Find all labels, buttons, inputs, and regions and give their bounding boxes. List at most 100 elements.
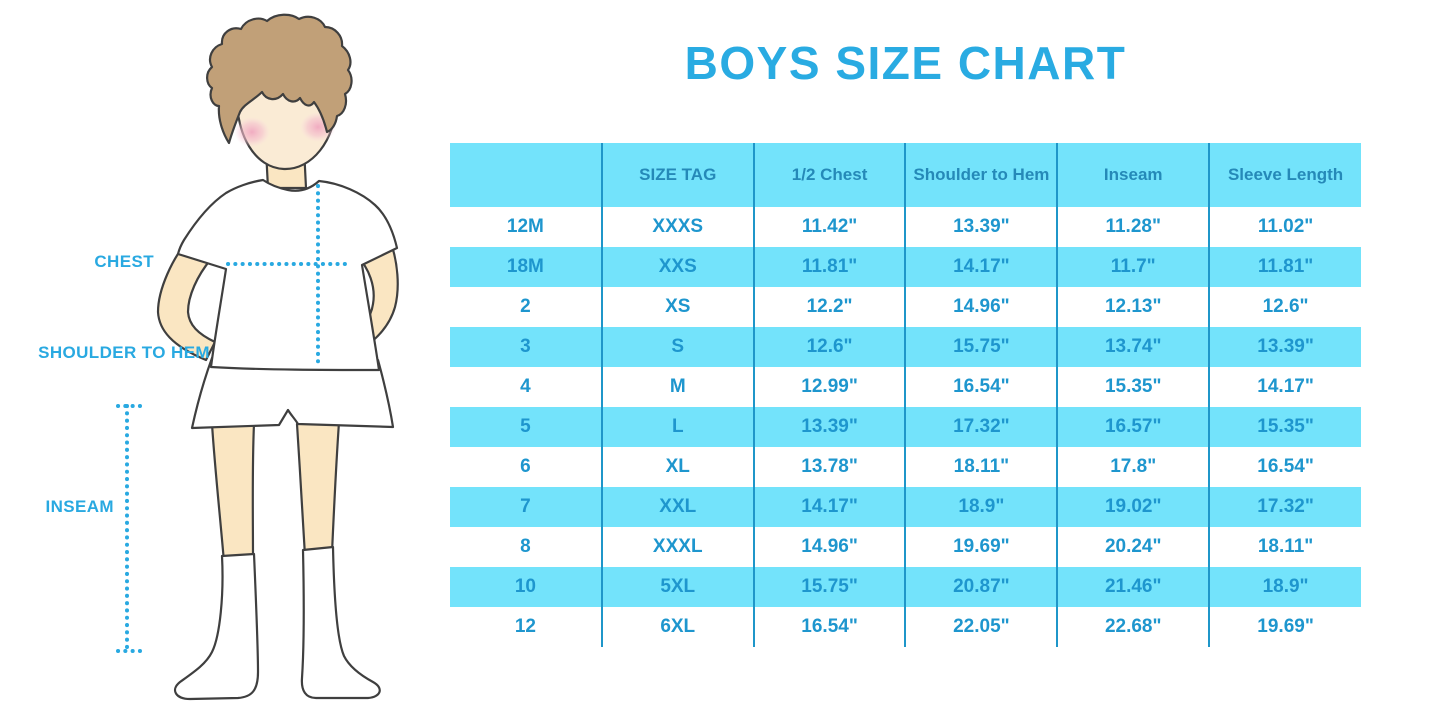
size-cell: 12M	[506, 216, 544, 237]
size-cell: 20.24"	[1056, 527, 1210, 567]
table-row: 2 XS 12.2" 14.96" 12.13" 12.6"	[450, 287, 1361, 327]
header-cell-blank	[450, 143, 602, 207]
size-cell: 18M	[506, 256, 544, 277]
size-cell: 17.32"	[1208, 487, 1361, 527]
size-cell: 12.99"	[752, 367, 906, 407]
size-cell: 15.75"	[752, 567, 906, 607]
size-cell: 14.96"	[752, 527, 906, 567]
size-cell: XL	[600, 447, 754, 487]
size-cell: 16.54"	[1208, 447, 1361, 487]
shorts	[190, 356, 395, 430]
size-cell: 11.42"	[752, 207, 906, 247]
size-cell: 19.69"	[904, 527, 1058, 567]
size-cell: XXL	[600, 487, 754, 527]
size-cell: 13.78"	[752, 447, 906, 487]
table-row: 8 XXXL 14.96" 19.69" 20.24" 18.11"	[450, 527, 1361, 567]
right-sock	[300, 545, 381, 700]
size-cell: 12.6"	[752, 327, 906, 367]
size-cell: 15.75"	[904, 327, 1058, 367]
table-row: 12 6XL 16.54" 22.05" 22.68" 19.69"	[450, 607, 1361, 647]
header-cell-inseam: Inseam	[1056, 143, 1210, 207]
size-cell: 21.46"	[1056, 567, 1210, 607]
size-cell: 16.54"	[904, 367, 1058, 407]
left-sock	[173, 552, 260, 701]
size-cell: 11.7"	[1056, 247, 1210, 287]
size-cell: XXS	[600, 247, 754, 287]
size-cell: XXXS	[600, 207, 754, 247]
size-cell: 18.9"	[1208, 567, 1361, 607]
size-cell: 8	[520, 536, 531, 557]
table-row: 7 XXL 14.17" 18.9" 19.02" 17.32"	[450, 487, 1361, 527]
size-cell: 14.17"	[904, 247, 1058, 287]
size-cell: 15.35"	[1208, 407, 1361, 447]
table-header-row: SIZE TAG 1/2 Chest Shoulder to Hem Insea…	[450, 143, 1361, 207]
size-cell: 5	[520, 416, 531, 437]
size-cell: 19.69"	[1208, 607, 1361, 647]
size-cell: 17.8"	[1056, 447, 1210, 487]
size-cell: 13.39"	[904, 207, 1058, 247]
header-cell-sleeve-length: Sleeve Length	[1208, 143, 1361, 207]
size-cell: 11.28"	[1056, 207, 1210, 247]
size-cell: 15.35"	[1056, 367, 1210, 407]
size-cell: 16.57"	[1056, 407, 1210, 447]
size-cell: 11.81"	[752, 247, 906, 287]
size-cell: 11.02"	[1208, 207, 1361, 247]
size-cell: 20.87"	[904, 567, 1058, 607]
table-row: 6 XL 13.78" 18.11" 17.8" 16.54"	[450, 447, 1361, 487]
page-title: BOYS SIZE CHART	[684, 37, 1127, 89]
t-shirt	[176, 178, 399, 372]
size-cell: 6	[520, 456, 531, 477]
size-cell: 16.54"	[752, 607, 906, 647]
size-cell: 22.05"	[904, 607, 1058, 647]
size-cell: 13.74"	[1056, 327, 1210, 367]
size-cell: 22.68"	[1056, 607, 1210, 647]
size-cell: 4	[520, 376, 531, 397]
size-cell: 19.02"	[1056, 487, 1210, 527]
size-cell: 5XL	[600, 567, 754, 607]
table-row: 5 L 13.39" 17.32" 16.57" 15.35"	[450, 407, 1361, 447]
hair	[206, 13, 353, 145]
size-cell: 13.39"	[1208, 327, 1361, 367]
left-leg	[210, 422, 256, 564]
size-cell: 12	[514, 616, 536, 637]
right-leg	[295, 420, 341, 558]
size-cell: 2	[520, 296, 531, 317]
size-cell: 18.9"	[904, 487, 1058, 527]
size-cell: S	[600, 327, 754, 367]
size-cell: 14.96"	[904, 287, 1058, 327]
size-cell: 14.17"	[1208, 367, 1361, 407]
table-row: 10 5XL 15.75" 20.87" 21.46" 18.9"	[450, 567, 1361, 607]
size-cell: 3	[520, 336, 531, 357]
size-cell: 12.13"	[1056, 287, 1210, 327]
size-cell: 12.2"	[752, 287, 906, 327]
size-cell: XXXL	[600, 527, 754, 567]
size-cell: 18.11"	[904, 447, 1058, 487]
header-cell-half-chest: 1/2 Chest	[752, 143, 906, 207]
size-cell: 14.17"	[752, 487, 906, 527]
size-cell: XS	[600, 287, 754, 327]
size-cell: L	[600, 407, 754, 447]
table-row: 18M XXS 11.81" 14.17" 11.7" 11.81"	[450, 247, 1361, 287]
size-cell: M	[600, 367, 754, 407]
size-table: SIZE TAG 1/2 Chest Shoulder to Hem Insea…	[450, 143, 1361, 647]
table-row: 4 M 12.99" 16.54" 15.35" 14.17"	[450, 367, 1361, 407]
left-cheek-blush	[234, 117, 270, 147]
size-cell: 12.6"	[1208, 287, 1361, 327]
size-cell: 6XL	[600, 607, 754, 647]
size-cell: 13.39"	[752, 407, 906, 447]
left-arm	[156, 236, 217, 362]
shoulder-to-hem-label: SHOULDER TO HEM	[38, 343, 210, 362]
size-cell: 11.81"	[1208, 247, 1361, 287]
size-cell: 10	[514, 576, 536, 597]
boy-figure-illustration	[116, 13, 399, 701]
chest-label: CHEST	[94, 252, 154, 271]
header-cell-size-tag: SIZE TAG	[600, 143, 754, 207]
size-cell: 17.32"	[904, 407, 1058, 447]
size-cell: 7	[520, 496, 531, 517]
inseam-label: INSEAM	[45, 497, 114, 516]
table-row: 12M XXXS 11.42" 13.39" 11.28" 11.02"	[450, 207, 1361, 247]
size-cell: 18.11"	[1208, 527, 1361, 567]
header-cell-shoulder-to-hem: Shoulder to Hem	[904, 143, 1058, 207]
table-row: 3 S 12.6" 15.75" 13.74" 13.39"	[450, 327, 1361, 367]
